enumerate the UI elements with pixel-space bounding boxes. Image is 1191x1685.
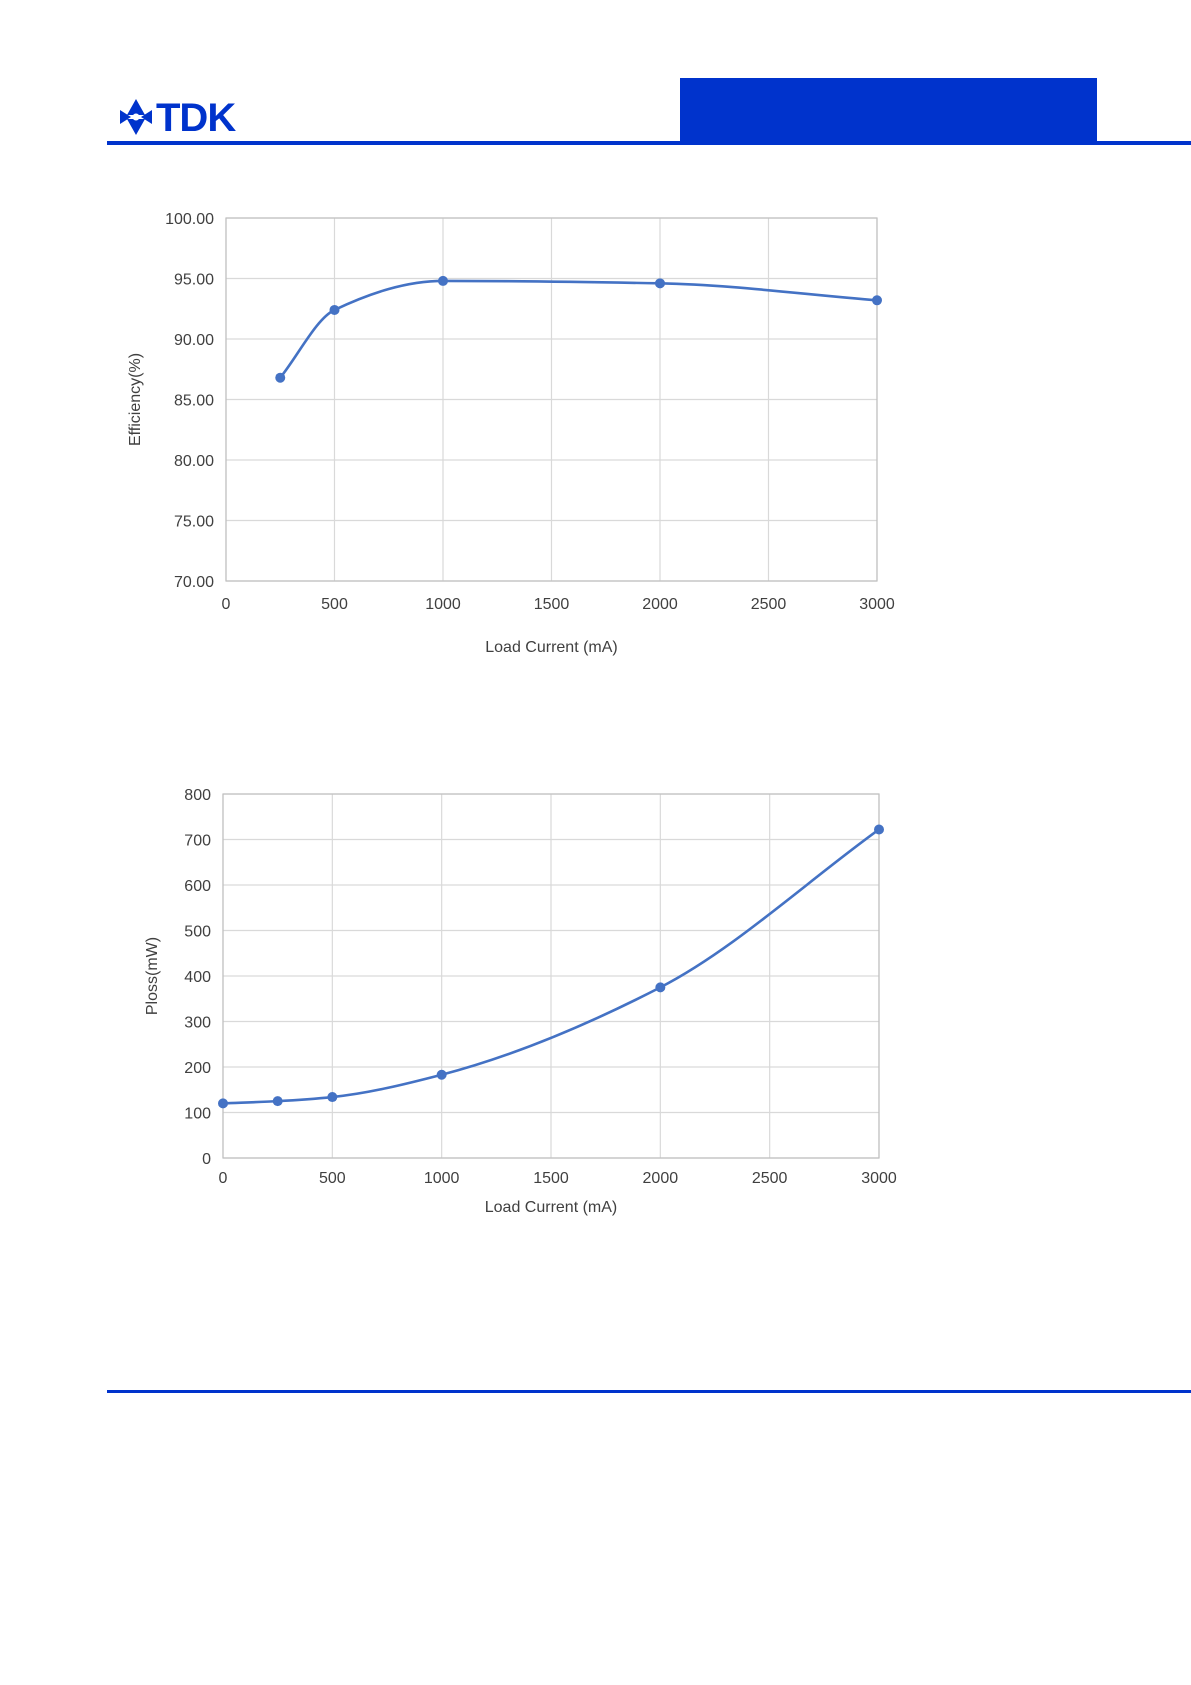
y-tick-label: 80.00 — [174, 453, 214, 470]
efficiency-chart: 70.00 75.00 80.00 85.00 90.00 95.00 100.00 0 500… — [0, 190, 1191, 670]
data-point — [872, 295, 882, 306]
data-point — [272, 1096, 283, 1107]
y-tick-label: 300 — [184, 1015, 211, 1032]
y-axis-title: Ploss(mW) — [144, 937, 161, 1015]
y-tick-label: 100.00 — [165, 211, 214, 228]
x-tick-label: 3000 — [859, 596, 895, 613]
x-tick-label: 500 — [321, 596, 348, 613]
x-tick-label: 1000 — [424, 1170, 460, 1187]
x-tick-label: 2500 — [752, 1170, 788, 1187]
data-point — [436, 1069, 447, 1080]
x-tick-label: 500 — [319, 1170, 346, 1187]
x-tick-label: 1500 — [533, 1170, 569, 1187]
y-tick-label: 95.00 — [174, 272, 214, 289]
tdk-logo-text: TDK — [156, 97, 236, 137]
tdk-logo: TDK — [118, 97, 274, 137]
data-point — [275, 372, 286, 383]
data-point — [874, 824, 884, 835]
y-tick-label: 500 — [184, 924, 211, 941]
data-point — [327, 1092, 338, 1103]
x-tick-label: 1000 — [425, 596, 461, 613]
y-tick-label: 700 — [184, 833, 211, 850]
y-tick-label: 200 — [184, 1060, 211, 1077]
x-tick-label: 2000 — [642, 596, 678, 613]
y-tick-label: 100 — [184, 1106, 211, 1123]
y-tick-label: 800 — [184, 787, 211, 804]
data-point — [655, 278, 665, 289]
x-tick-label: 2000 — [643, 1170, 679, 1187]
y-tick-label: 85.00 — [174, 393, 214, 410]
y-tick-label: 75.00 — [174, 514, 214, 531]
x-tick-label: 0 — [222, 596, 231, 613]
data-point — [329, 304, 340, 315]
y-tick-label: 400 — [184, 969, 211, 986]
data-point — [438, 275, 448, 286]
x-axis-title: Load Current (mA) — [485, 1199, 618, 1216]
x-tick-label: 1500 — [534, 596, 570, 613]
y-tick-label: 90.00 — [174, 332, 214, 349]
y-axis-title: Efficiency(%) — [127, 353, 144, 446]
y-tick-label: 70.00 — [174, 574, 214, 591]
footer-rule — [107, 1390, 1191, 1393]
plot-area-border — [225, 217, 878, 582]
x-tick-label: 3000 — [861, 1170, 897, 1187]
x-axis-title: Load Current (mA) — [485, 639, 618, 656]
header-rule — [107, 141, 1191, 145]
x-tick-label: 0 — [219, 1170, 228, 1187]
data-point — [655, 982, 666, 993]
ploss-chart: 0 100 200 300 400 500 600 700 800 0 500 1000 1500 200… — [0, 780, 1191, 1220]
plot-area-border — [222, 793, 880, 1159]
tdk-emblem-icon — [120, 99, 152, 135]
series-line — [279, 279, 878, 379]
x-tick-label: 2500 — [751, 596, 787, 613]
header-band — [680, 78, 1097, 141]
y-tick-label: 600 — [184, 878, 211, 895]
data-point — [218, 1098, 228, 1109]
y-tick-label: 0 — [202, 1151, 211, 1168]
